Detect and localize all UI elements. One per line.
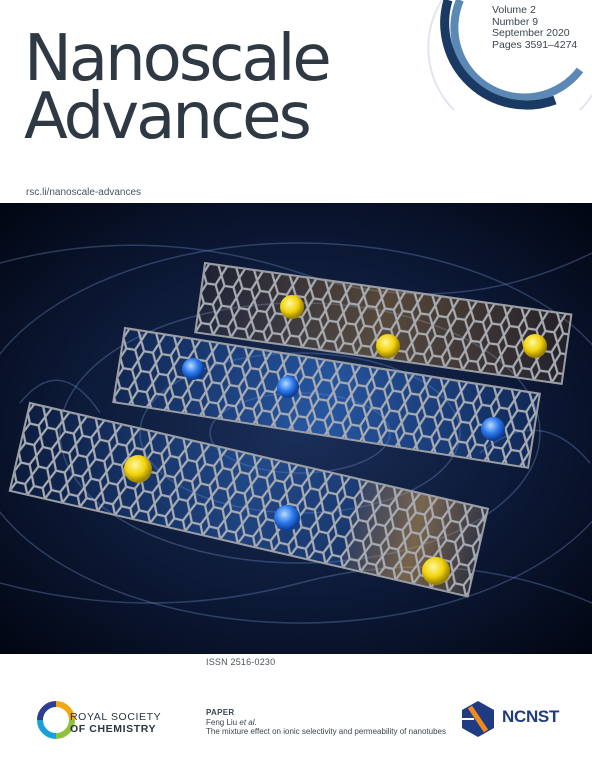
paper-title: The mixture effect on ionic selectivity …: [206, 727, 446, 736]
issue-info: Volume 2 Number 9 September 2020 Pages 3…: [492, 4, 578, 51]
journal-title-line1: Nanoscale: [24, 22, 332, 96]
issn: ISSN 2516-0230: [206, 657, 276, 667]
journal-url[interactable]: rsc.li/nanoscale-advances: [26, 187, 142, 198]
rsc-logo-icon: [37, 701, 75, 739]
publisher-line2: OF CHEMISTRY: [70, 723, 157, 735]
paper-label: PAPER: [206, 708, 235, 717]
issue-pages: Pages 3591–4274: [492, 38, 578, 51]
paper-et-al: et al.: [239, 717, 257, 727]
paper-info: PAPER Feng Liu et al. The mixture effect…: [206, 708, 456, 737]
issue-number: Number 9: [492, 15, 539, 28]
paper-authors: Feng Liu et al.: [206, 718, 456, 728]
publisher-line1: ROYAL SOCIETY: [70, 711, 162, 723]
partner-name: NCNST: [502, 707, 560, 726]
cover-image: [0, 203, 592, 654]
paper-author-name: Feng Liu: [206, 717, 238, 727]
journal-title-line2: Advances: [24, 80, 312, 154]
issue-arc-graphic: [427, 0, 592, 110]
publisher-name: ROYAL SOCIETY OF CHEMISTRY: [70, 711, 161, 735]
issue-volume: Volume 2: [492, 4, 536, 16]
issue-date: September 2020: [492, 27, 570, 39]
journal-title: Nanoscale Advances: [24, 22, 332, 154]
ncnst-logo-icon: [462, 701, 494, 737]
